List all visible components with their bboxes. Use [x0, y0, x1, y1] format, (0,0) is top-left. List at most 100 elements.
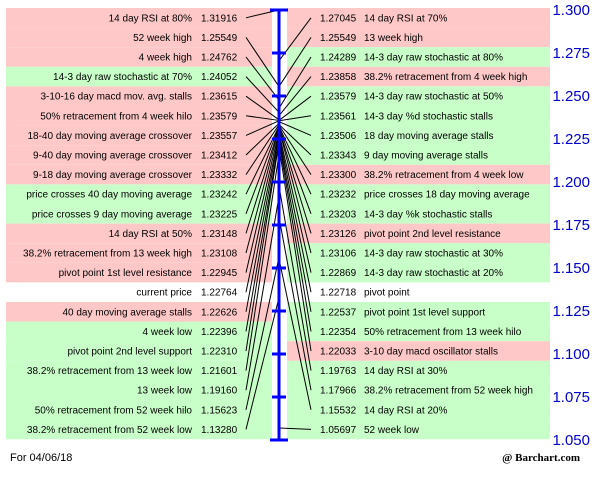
right-row-value: 1.24289	[320, 53, 357, 64]
right-row-value: 1.25549	[320, 33, 357, 44]
left-row-band	[6, 106, 272, 126]
axis-tick-label: 1.250	[552, 88, 590, 105]
right-row-band	[287, 106, 550, 126]
right-row-band	[287, 164, 550, 185]
left-row-label: 50% retracement from 52 week hilo	[35, 405, 193, 416]
left-row-band	[6, 204, 272, 224]
right-row-band	[287, 86, 550, 106]
right-row-label: 38.2% retracement from 52 week high	[364, 386, 533, 397]
right-connector-line	[278, 132, 312, 273]
left-row-value: 1.23225	[201, 209, 238, 220]
right-row-label: 14 day RSI at 20%	[364, 405, 447, 416]
left-connector-line	[245, 56, 280, 101]
right-row-label: 14 day RSI at 30%	[364, 366, 447, 377]
right-connector-line	[278, 216, 312, 391]
left-row-value: 1.22626	[201, 307, 238, 318]
left-row-label: 14 day RSI at 50%	[109, 229, 192, 240]
right-row-band	[287, 8, 550, 28]
right-connector-line	[278, 128, 312, 254]
axis-tick-label: 1.075	[552, 389, 590, 406]
connector-lines	[245, 9, 312, 430]
left-row-band	[6, 321, 272, 342]
left-row-value: 1.25549	[201, 33, 238, 44]
left-row-label: 4 week low	[143, 327, 193, 338]
right-row-label: 14-3 day raw stochastic at 30%	[364, 249, 503, 260]
right-row-band	[287, 282, 550, 302]
axis-tick-label: 1.100	[552, 346, 590, 363]
right-connector-line	[278, 37, 312, 87]
left-row-band	[6, 145, 272, 165]
right-connector-line	[278, 76, 312, 116]
left-connector-line	[245, 122, 280, 156]
right-row-value: 1.23561	[320, 111, 357, 122]
left-row-label: 38.2% retracement from 13 week high	[23, 249, 192, 260]
left-row-label: 4 week high	[139, 53, 192, 64]
right-row-band	[287, 321, 550, 342]
right-connector-line	[278, 95, 312, 121]
right-row-band	[287, 380, 550, 400]
right-connector-line	[278, 427, 312, 430]
right-row-band	[287, 400, 550, 420]
left-row-label: 40 day moving average stalls	[62, 307, 192, 318]
left-row-band	[6, 380, 272, 400]
left-row-band	[6, 86, 272, 106]
left-row-band	[6, 302, 272, 322]
axis-tick-label: 1.200	[552, 174, 590, 191]
right-row-band	[287, 184, 550, 204]
left-connector-line	[245, 120, 280, 136]
right-row-value: 1.19763	[320, 366, 357, 377]
right-row-value: 1.22537	[320, 307, 357, 318]
right-row-value: 1.22033	[320, 347, 357, 358]
left-row-value: 1.22310	[201, 347, 238, 358]
axis-tick-label: 1.225	[552, 131, 590, 148]
left-row-value: 1.23557	[201, 131, 238, 142]
right-connector-line	[278, 258, 312, 410]
left-row-band	[6, 223, 272, 244]
right-row-value: 1.17966	[320, 386, 357, 397]
left-connector-line	[245, 136, 280, 312]
left-row-label: 38.2% retracement from 13 week low	[27, 366, 193, 377]
left-connector-line	[245, 126, 280, 214]
right-connector-line	[278, 185, 312, 371]
left-connector-line	[245, 154, 280, 371]
right-row-value: 1.27045	[320, 13, 357, 24]
left-row-value: 1.22764	[201, 288, 238, 299]
left-row-band	[6, 400, 272, 420]
right-row-band	[287, 223, 550, 244]
left-row-value: 1.22945	[201, 268, 238, 279]
left-row-value: 1.15623	[201, 405, 238, 416]
right-row-label: 38.2% retracement from 4 week high	[364, 72, 527, 83]
right-row-value: 1.23858	[320, 72, 357, 83]
right-connector-line	[278, 124, 312, 156]
axis-tick-label: 1.050	[552, 432, 590, 449]
left-row-band	[6, 243, 272, 263]
right-row-band	[287, 204, 550, 224]
price-axis: 1.300 1.275 1.250 1.225 1.200 1.175 1.150 1.125…	[270, 2, 590, 449]
left-connector-line	[245, 196, 280, 391]
right-row-band	[287, 125, 550, 146]
right-row-value: 1.23232	[320, 190, 357, 201]
left-row-label: 14 day RSI at 80%	[109, 13, 192, 24]
right-row-value: 1.22354	[320, 327, 357, 338]
row-labels: 14 day RSI at 80% 1.31916 52 week high 1.25…	[23, 13, 533, 436]
left-row-value: 1.23579	[201, 111, 238, 122]
right-row-label: 3-10 day macd oscillator stalls	[364, 347, 498, 358]
axis-tick-label: 1.125	[552, 303, 590, 320]
left-connector-line	[245, 297, 280, 430]
right-row-label: 14-3 day raw stochastic at 50%	[364, 92, 503, 103]
axis-tick-label: 1.300	[552, 2, 590, 19]
left-row-label: 13 week low	[137, 386, 193, 397]
left-row-value: 1.13280	[201, 425, 238, 436]
left-row-label: 14-3 day raw stochastic at 70%	[53, 72, 192, 83]
left-row-label: 3-10-16 day macd mov. avg. stalls	[40, 92, 192, 103]
right-row-value: 1.23106	[320, 249, 357, 260]
right-row-label: 13 week high	[364, 33, 423, 44]
right-row-value: 1.05697	[320, 425, 357, 436]
right-connector-line	[278, 126, 312, 214]
right-row-band	[287, 262, 550, 283]
right-row-band	[287, 360, 550, 381]
right-row-label: 52 week low	[364, 425, 420, 436]
left-connector-line	[245, 127, 280, 234]
left-connector-line	[245, 76, 280, 113]
right-row-label: pivot point 1st level support	[364, 307, 485, 318]
